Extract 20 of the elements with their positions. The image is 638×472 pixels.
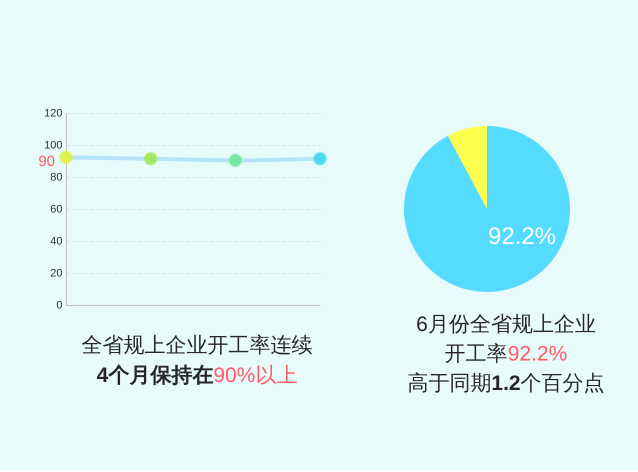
data-label: 92.2% xyxy=(488,223,556,250)
text: 高于同期 xyxy=(407,372,492,395)
y-tick-label: 20 xyxy=(50,268,62,280)
text: 90 xyxy=(38,153,55,170)
text: 个百分点 xyxy=(520,372,605,395)
pie-slice xyxy=(404,126,570,292)
pie-slice xyxy=(448,126,487,209)
text: 90%以上 xyxy=(213,364,298,387)
y-tick-label: 120 xyxy=(44,108,62,120)
y-tick-label: 0 xyxy=(56,300,62,312)
text: 6月份全省规上企业 xyxy=(416,313,596,336)
text: 1.2 xyxy=(491,372,521,395)
text: 4个月保持在 xyxy=(96,364,214,387)
text: 92.2% xyxy=(508,342,568,366)
text: 全省规上企业开工率连续 xyxy=(82,334,312,357)
y-tick-label: 60 xyxy=(50,204,62,216)
y-tick-label: 100 xyxy=(44,140,62,152)
y-tick-label: 40 xyxy=(50,236,62,248)
y-tick-label: 80 xyxy=(50,172,62,184)
text: 开工率 xyxy=(444,342,508,366)
